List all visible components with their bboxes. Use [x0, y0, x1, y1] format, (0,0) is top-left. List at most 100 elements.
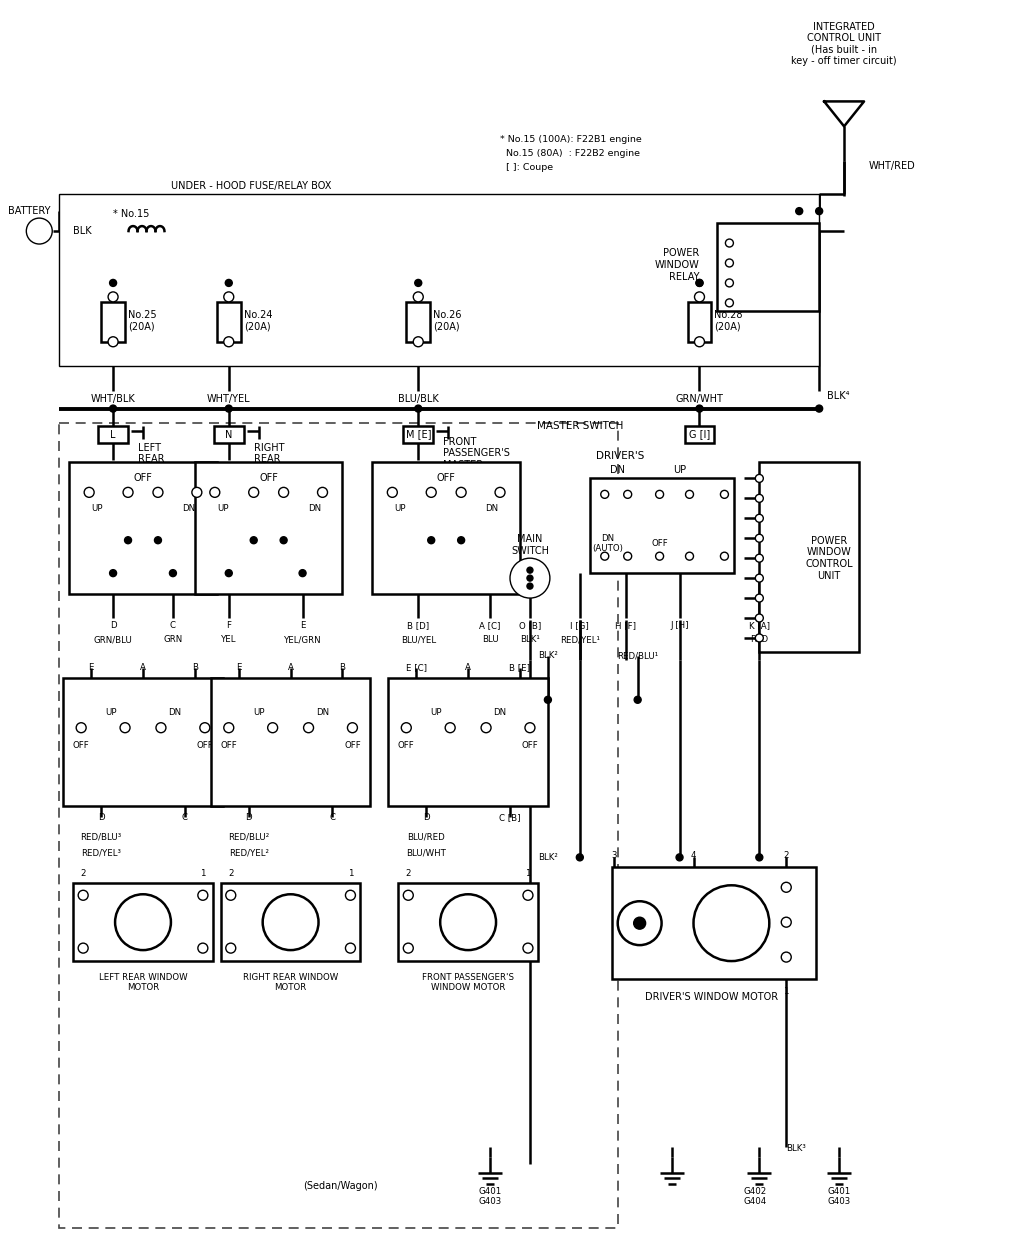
Circle shape	[601, 490, 608, 499]
Text: POWER
WINDOW
CONTROL
UNIT: POWER WINDOW CONTROL UNIT	[805, 536, 853, 581]
Text: * No.15 (100A): F22B1 engine: * No.15 (100A): F22B1 engine	[500, 135, 642, 143]
Text: FRONT PASSENGER'S
WINDOW MOTOR: FRONT PASSENGER'S WINDOW MOTOR	[422, 973, 514, 993]
Text: BLK³: BLK³	[786, 1143, 806, 1153]
Text: OFF: OFF	[259, 474, 279, 484]
Circle shape	[655, 490, 664, 499]
Circle shape	[403, 943, 414, 953]
Text: OFF: OFF	[220, 741, 238, 751]
Text: MAIN
SWITCH: MAIN SWITCH	[511, 535, 549, 556]
Text: UP: UP	[394, 504, 407, 513]
Text: YEL: YEL	[221, 636, 237, 645]
Circle shape	[756, 633, 763, 642]
Text: M: M	[459, 913, 477, 932]
Text: * No.15: * No.15	[113, 209, 150, 219]
Text: L: L	[111, 429, 116, 439]
Bar	[59, 423, 617, 1228]
Circle shape	[120, 723, 130, 733]
Text: D: D	[423, 813, 429, 822]
Text: BLK: BLK	[73, 226, 92, 236]
Circle shape	[414, 292, 423, 302]
Text: WHT/YEL: WHT/YEL	[207, 394, 251, 404]
Bar	[211, 678, 371, 806]
Text: M: M	[134, 913, 152, 932]
Circle shape	[577, 854, 584, 860]
Circle shape	[345, 943, 355, 953]
Text: FRONT
PASSENGER'S
MASTER: FRONT PASSENGER'S MASTER	[443, 436, 510, 470]
Text: 1: 1	[348, 869, 353, 878]
Text: YEL/GRN: YEL/GRN	[284, 636, 322, 645]
Circle shape	[279, 488, 289, 498]
Circle shape	[525, 723, 535, 733]
Text: GRN: GRN	[163, 636, 182, 645]
Text: OFF: OFF	[197, 741, 213, 751]
Text: B [D]: B [D]	[408, 621, 429, 631]
Text: A: A	[288, 663, 294, 672]
Circle shape	[527, 584, 532, 589]
Text: OFF: OFF	[398, 741, 415, 751]
Bar	[398, 883, 538, 961]
Bar	[195, 463, 342, 594]
Text: WHT/RED: WHT/RED	[869, 161, 915, 171]
Text: UP: UP	[91, 504, 102, 513]
Circle shape	[694, 337, 705, 347]
Bar	[611, 868, 816, 979]
Text: INTEGRATED
CONTROL UNIT
(Has built - in
key - off timer circuit): INTEGRATED CONTROL UNIT (Has built - in …	[792, 21, 897, 66]
Circle shape	[685, 552, 693, 560]
Text: DN: DN	[182, 504, 196, 513]
Text: UP: UP	[105, 708, 117, 717]
Text: RIGHT REAR WINDOW
MOTOR: RIGHT REAR WINDOW MOTOR	[243, 973, 338, 993]
Text: RED/YEL³: RED/YEL³	[81, 849, 121, 858]
Circle shape	[781, 883, 792, 893]
Text: BLU/BLK: BLU/BLK	[398, 394, 438, 404]
Circle shape	[347, 723, 357, 733]
Circle shape	[110, 405, 117, 412]
Text: G402
G404: G402 G404	[743, 1187, 767, 1206]
Circle shape	[263, 894, 318, 950]
Bar	[373, 463, 520, 594]
Bar	[684, 425, 715, 444]
Circle shape	[84, 488, 94, 498]
Circle shape	[721, 490, 728, 499]
Text: GRN/BLU: GRN/BLU	[93, 636, 132, 645]
Circle shape	[756, 474, 763, 483]
Text: POWER
WINDOW
RELAY: POWER WINDOW RELAY	[654, 248, 699, 282]
Text: E: E	[236, 663, 242, 672]
Text: DN: DN	[316, 708, 329, 717]
Circle shape	[428, 536, 435, 544]
Text: D: D	[246, 813, 252, 822]
Bar	[718, 223, 819, 311]
Circle shape	[123, 488, 133, 498]
Text: RED/BLU³: RED/BLU³	[81, 833, 122, 842]
Text: A: A	[465, 663, 471, 672]
Text: No.28
(20A): No.28 (20A)	[715, 311, 743, 332]
Text: 1: 1	[200, 869, 206, 878]
Text: WHT/BLK: WHT/BLK	[91, 394, 135, 404]
Circle shape	[155, 536, 162, 544]
Circle shape	[545, 696, 551, 703]
Text: BATTERY: BATTERY	[8, 206, 50, 216]
Circle shape	[299, 570, 306, 576]
Circle shape	[495, 488, 505, 498]
Bar	[70, 463, 217, 594]
Circle shape	[225, 405, 232, 412]
Text: 2: 2	[228, 869, 233, 878]
Text: H [F]: H [F]	[615, 621, 636, 631]
Circle shape	[796, 208, 803, 214]
Circle shape	[816, 208, 822, 214]
Text: RED: RED	[751, 636, 768, 645]
Circle shape	[756, 494, 763, 503]
Circle shape	[781, 918, 792, 928]
Circle shape	[225, 570, 232, 576]
Circle shape	[685, 490, 693, 499]
Circle shape	[756, 534, 763, 542]
Circle shape	[198, 943, 208, 953]
Text: [ ]: Coupe: [ ]: Coupe	[500, 163, 553, 172]
Circle shape	[387, 488, 397, 498]
Circle shape	[655, 552, 664, 560]
Circle shape	[224, 337, 233, 347]
Circle shape	[110, 279, 117, 287]
Text: 2: 2	[783, 850, 790, 860]
Bar	[59, 195, 819, 365]
Circle shape	[756, 594, 763, 602]
Text: 1: 1	[525, 869, 530, 878]
